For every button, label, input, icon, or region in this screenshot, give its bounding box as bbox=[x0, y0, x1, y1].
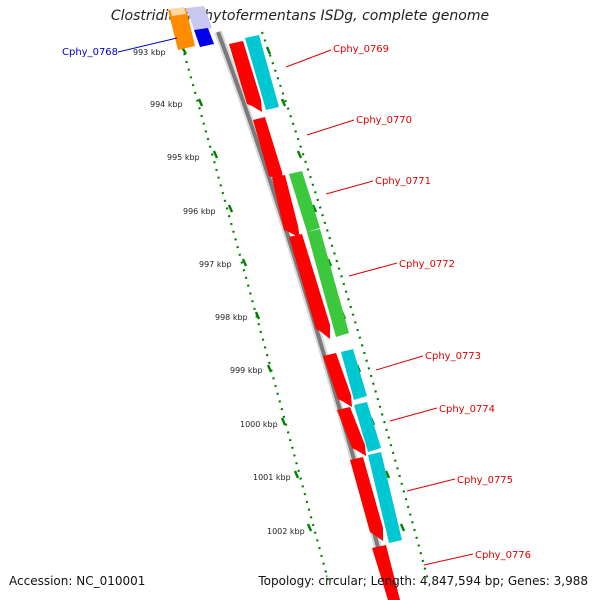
feature-shadow bbox=[170, 7, 186, 16]
gene-cphy-0776[interactable] bbox=[372, 545, 400, 600]
scale-label: 999 kbp bbox=[230, 366, 263, 375]
gene-label-cphy-0771: Cphy_0771 bbox=[375, 176, 431, 187]
feature-block-top[interactable] bbox=[168, 6, 214, 50]
gene-label-cphy-0775: Cphy_0775 bbox=[457, 475, 513, 486]
gene-labels[interactable]: Cphy_0768 Cphy_0769 Cphy_0770 Cphy_0771 … bbox=[62, 44, 531, 561]
scale-label: 996 kbp bbox=[183, 207, 216, 216]
scale-label: 993 kbp bbox=[133, 48, 166, 57]
scale-label: 997 kbp bbox=[199, 260, 232, 269]
gene-cphy-0775[interactable] bbox=[350, 452, 402, 543]
gene-cphy-0773[interactable] bbox=[323, 349, 367, 407]
gene-cphy-0772[interactable] bbox=[289, 229, 349, 339]
scale-label: 995 kbp bbox=[167, 153, 200, 162]
scale-ring-inner bbox=[178, 37, 330, 581]
gene-label-cphy-0770: Cphy_0770 bbox=[356, 115, 412, 126]
label-leaders bbox=[117, 37, 474, 566]
gene-label-cphy-0773: Cphy_0773 bbox=[425, 351, 481, 362]
gene-label-cphy-0774: Cphy_0774 bbox=[439, 404, 495, 415]
gene-label-cphy-0768: Cphy_0768 bbox=[62, 47, 118, 58]
gene-label-cphy-0772: Cphy_0772 bbox=[399, 259, 455, 270]
scale-label: 1001 kbp bbox=[253, 473, 291, 482]
genome-stats-text: Topology: circular; Length: 4,847,594 bp… bbox=[258, 574, 588, 588]
rna-feature bbox=[168, 8, 195, 50]
scale-label: 994 kbp bbox=[150, 100, 183, 109]
gene-label-cphy-0769: Cphy_0769 bbox=[333, 44, 389, 55]
cds-feature-light bbox=[186, 6, 212, 32]
scale-label: 1000 kbp bbox=[240, 420, 278, 429]
gene-cphy-0771[interactable] bbox=[272, 171, 320, 238]
scale-label: 998 kbp bbox=[215, 313, 248, 322]
gene-label-cphy-0776: Cphy_0776 bbox=[475, 550, 531, 561]
scale-labels: 993 kbp 994 kbp 995 kbp 996 kbp 997 kbp … bbox=[133, 48, 305, 536]
accession-text: Accession: NC_010001 bbox=[9, 574, 146, 588]
scale-label: 1002 kbp bbox=[267, 527, 305, 536]
cds-feature-selected bbox=[194, 28, 214, 47]
gene-cphy-0769[interactable] bbox=[229, 35, 279, 112]
gene-cphy-0770[interactable] bbox=[253, 117, 284, 184]
scale-ticks bbox=[180, 46, 313, 532]
gene-cphy-0774[interactable] bbox=[337, 402, 381, 456]
